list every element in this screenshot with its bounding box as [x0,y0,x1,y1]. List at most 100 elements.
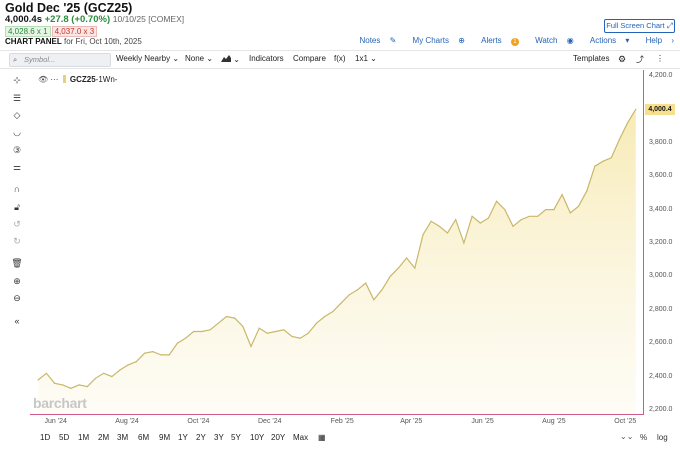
y-tick-label: 2,600.0 [649,339,673,347]
period-button-5y[interactable]: 5Y [231,433,241,442]
undo-icon[interactable]: ↺ [13,219,21,229]
data-point [201,330,203,333]
period-button-10y[interactable]: 10Y [250,433,265,442]
more-icon[interactable]: ⋮ [656,54,664,63]
data-point [144,352,146,354]
data-point [217,322,219,324]
data-point [275,330,277,333]
data-point [356,289,359,291]
data-point [504,209,506,211]
x-tick-label: Jun '25 [471,418,494,425]
zoom-in-icon[interactable]: ⊕ [13,276,21,286]
data-point [512,225,514,227]
layout-dropdown[interactable]: 1x1 ⌄ [355,54,377,63]
period-button-1d[interactable]: 1D [40,433,51,442]
data-point [455,219,457,221]
period-button-2y[interactable]: 2Y [196,433,206,442]
my-charts-link[interactable]: My Charts ⊕ [406,36,465,45]
chevron-down-icon: ⌄ [172,54,180,63]
chart-links: Notes ✎ My Charts ⊕ Alerts 1 Watch ◉ Act… [345,36,674,46]
crosshair-icon[interactable]: ⊹ [13,75,21,85]
counter-icon[interactable]: ③ [12,145,22,155]
data-point [70,387,72,389]
shapes-icon[interactable]: ◇ [13,110,21,120]
x-tick-label: Dec '24 [257,418,282,425]
data-point [520,219,522,221]
magnet-icon[interactable]: ∩ [13,184,21,194]
help-link[interactable]: Help › [639,36,674,45]
data-point [430,220,432,222]
help-label: Help [645,36,663,45]
data-point [258,327,260,329]
period-button-6m[interactable]: 6M [138,433,150,442]
period-button-3y[interactable]: 3Y [214,433,224,442]
gear-icon[interactable]: ⚙ [618,54,627,64]
compare-button[interactable]: Compare [293,54,326,63]
chevron-right-icon: › [671,36,674,45]
price-line: 4,000.4s +27.8 (+0.70%) 10/10/25 [COMEX] [5,14,184,25]
edit-icon: ✎ [389,36,397,45]
watch-link[interactable]: Watch ◉ [528,36,574,45]
my-charts-label: My Charts [412,36,449,45]
legend-menu-icon[interactable]: ··· [50,75,59,84]
calendar-icon[interactable]: ▦ [318,433,326,442]
symbol-search-input[interactable]: ⌕ Symbol... [9,53,111,67]
period-button-1m[interactable]: 1M [78,433,90,442]
overlay-dropdown[interactable]: None ⌄ [185,54,213,63]
period-button-5d[interactable]: 5D [59,433,70,442]
series-legend: 👁︎ ··· GCZ25-1Wn- [38,75,117,84]
bid-ask: 4,028.6 x 1 4,037.0 x 3 [5,26,98,37]
full-screen-chart-button[interactable]: Full Screen Chart ⤢ [604,19,675,33]
redo-icon[interactable]: ↻ [13,236,21,246]
data-point [496,200,498,202]
chart-toolbar: ⌕ Symbol... Weekly Nearby ⌄ None ⌄ ⌄ Ind… [0,50,680,69]
period-button-max[interactable]: Max [293,433,309,442]
period-button-1y[interactable]: 1Y [178,433,188,442]
notes-link[interactable]: Notes ✎ [352,36,396,45]
data-point [389,275,391,277]
data-point [184,337,187,339]
data-point [594,165,596,167]
legend-symbol: GCZ25 [69,75,96,84]
templates-button[interactable]: Templates [573,54,610,63]
period-button-3m[interactable]: 3M [117,433,129,442]
data-point [487,217,490,219]
aggregation-dropdown[interactable]: Weekly Nearby ⌄ [116,54,179,63]
period-button-2m[interactable]: 2M [98,433,110,442]
bid-badge: 4,028.6 x 1 [5,26,51,37]
log-toggle[interactable]: log [657,433,668,442]
magnet-curve-icon[interactable]: ◡ [13,127,21,137]
x-tick-label: Oct '25 [614,418,637,425]
alerts-link[interactable]: Alerts 1 [474,36,519,46]
plus-circle-icon: ⊕ [458,36,465,45]
percent-toggle[interactable]: % [640,433,648,442]
function-button[interactable]: f(x) [334,54,346,63]
chart-type-dropdown[interactable]: ⌄ [221,54,240,64]
quote-timestamp: 10/10/25 [COMEX] [112,14,185,24]
eye-icon[interactable]: 👁︎ [38,75,49,84]
last-price: 4,000.4s [5,14,42,25]
period-button-20y[interactable]: 20Y [271,433,286,442]
period-button-9m[interactable]: 9M [159,433,171,442]
chevron-down-icon: ⌄ [370,54,377,63]
share-icon[interactable]: ⤴ [636,55,644,64]
collapse-icon[interactable]: « [14,316,20,326]
indicators-button[interactable]: Indicators [249,54,284,63]
price-chart[interactable] [30,70,644,415]
double-chevron-down-icon[interactable]: ⌄⌄ [620,432,634,441]
data-point [332,310,334,313]
lines-icon[interactable]: ☰ [12,93,22,103]
data-point [299,337,301,339]
lock-icon[interactable]: 🔓︎ [14,202,20,212]
data-point [209,329,211,331]
data-point [78,384,80,386]
aggregation-label: Weekly Nearby [116,54,171,63]
settings-sliders-icon[interactable]: ⚌ [12,162,22,172]
data-point [471,215,473,217]
zoom-out-icon[interactable]: ⊖ [13,293,21,303]
data-point [225,315,228,318]
actions-menu[interactable]: Actions ▾ [583,36,629,45]
trash-icon[interactable]: 🗑︎ [11,258,23,268]
data-point [627,122,629,124]
actions-label: Actions [589,36,617,45]
